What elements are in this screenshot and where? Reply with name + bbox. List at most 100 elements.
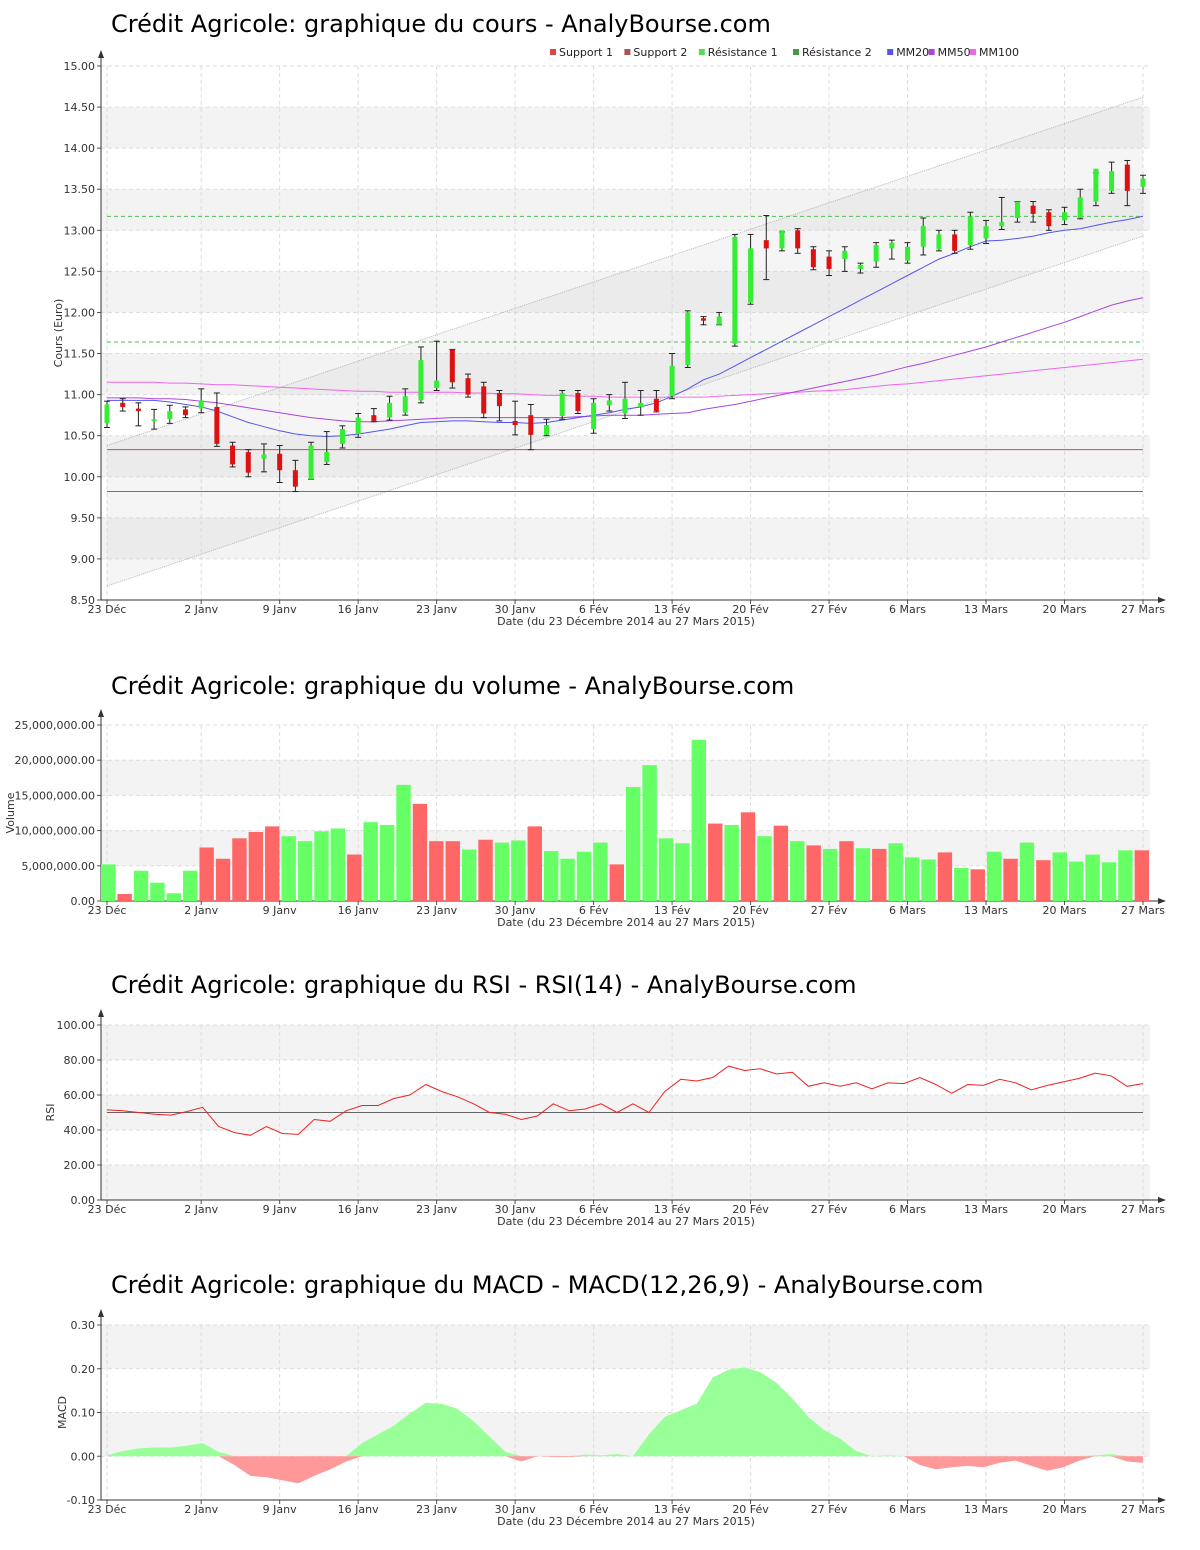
volume-bar <box>1068 861 1084 901</box>
volume-bar <box>658 838 674 901</box>
candle-body <box>167 411 173 420</box>
x-tick-label: 23 Janv <box>416 1203 457 1216</box>
x-tick-label: 20 Fév <box>732 904 769 917</box>
candle-body <box>826 256 832 269</box>
candle-body <box>716 316 722 325</box>
volume-bar <box>642 765 657 901</box>
volume-bar <box>1134 850 1149 901</box>
volume-bar <box>970 869 985 901</box>
volume-bar <box>1101 862 1117 901</box>
background-band <box>101 435 1150 477</box>
x-tick-label: 9 Janv <box>263 1203 297 1216</box>
legend-label: Résistance 2 <box>802 46 872 59</box>
volume-bar <box>429 841 444 901</box>
candle-body <box>842 250 848 260</box>
y-tick-label: 0.00 <box>71 1450 96 1463</box>
rsi-line <box>106 1065 1144 1136</box>
volume-bar <box>1085 854 1100 901</box>
candle-body <box>873 245 879 262</box>
volume-bar <box>494 842 510 901</box>
x-tick-label: 23 Déc <box>88 904 127 917</box>
y-axis-arrow <box>98 50 104 58</box>
x-tick-label: 6 Mars <box>889 1203 926 1216</box>
candle-body <box>889 242 895 249</box>
price-chart-title: Crédit Agricole: graphique du cours - An… <box>111 10 771 38</box>
y-tick-label: 9.00 <box>71 553 96 566</box>
y-tick-label: 40.00 <box>64 1124 96 1137</box>
candle-body <box>638 402 644 407</box>
x-tick-label: 27 Fév <box>811 904 848 917</box>
x-tick-label: 20 Mars <box>1043 603 1087 616</box>
x-tick-label: 20 Fév <box>732 1203 769 1216</box>
volume-bar <box>396 784 411 901</box>
volume-panel: Crédit Agricole: graphique du volume - A… <box>0 660 1200 940</box>
x-tick-label: 27 Fév <box>811 1203 848 1216</box>
x-axis-arrow <box>1158 1197 1166 1203</box>
y-axis-arrow <box>98 1309 104 1317</box>
y-tick-label: 13.50 <box>64 183 96 196</box>
x-tick-label: 13 Fév <box>654 904 691 917</box>
volume-bar <box>921 859 936 901</box>
volume-bar <box>822 848 838 901</box>
macd-chart-title: Crédit Agricole: graphique du MACD - MAC… <box>111 1271 984 1299</box>
background-band <box>101 189 1150 231</box>
y-tick-label: 100.00 <box>57 1019 96 1032</box>
volume-bar <box>708 823 723 901</box>
candle-body <box>810 249 816 268</box>
legend-label: MM20 <box>896 46 929 59</box>
x-axis-arrow <box>1158 1497 1166 1503</box>
legend-label: MM50 <box>938 46 971 59</box>
candle-body <box>1124 164 1130 191</box>
candle-body <box>261 454 267 459</box>
candle-body <box>496 392 502 407</box>
y-tick-label: 10.50 <box>64 430 96 443</box>
candle-body <box>967 216 973 246</box>
x-tick-label: 23 Déc <box>88 1503 127 1516</box>
x-axis-label: Date (du 23 Décembre 2014 au 27 Mars 201… <box>497 1515 755 1528</box>
candle-body <box>449 349 455 383</box>
y-tick-label: 12.00 <box>64 306 96 319</box>
x-tick-label: 16 Janv <box>338 603 379 616</box>
background-band <box>101 1412 1150 1457</box>
candle-body <box>920 226 926 247</box>
volume-bar <box>855 848 871 901</box>
candle-body <box>544 425 550 435</box>
candle-body <box>277 453 283 471</box>
macd-chart: -0.10 0.00 0.10 0.20 0.30 23 Déc 2 Janv 9 Janv 1… <box>56 1309 1166 1528</box>
candle-body <box>795 230 801 249</box>
background-band <box>101 760 1150 796</box>
x-tick-label: 6 Fév <box>579 1203 609 1216</box>
x-tick-label: 2 Janv <box>184 1203 218 1216</box>
x-axis-label: Date (du 23 Décembre 2014 au 27 Mars 201… <box>497 1215 755 1228</box>
x-axis-label: Date (du 23 Décembre 2014 au 27 Mars 201… <box>497 615 755 628</box>
volume-bar <box>297 841 313 901</box>
volume-bar <box>461 849 477 901</box>
background-band <box>101 271 1150 313</box>
x-tick-label: 13 Mars <box>964 1503 1008 1516</box>
volume-bar <box>543 851 559 901</box>
macd-panel: Crédit Agricole: graphique du MACD - MAC… <box>0 1260 1200 1550</box>
volume-bar <box>1118 850 1133 901</box>
x-tick-label: 6 Mars <box>889 904 926 917</box>
volume-bar <box>1036 860 1051 901</box>
volume-bar <box>215 858 231 901</box>
candle-body <box>763 240 769 249</box>
candle-body <box>418 360 424 401</box>
x-tick-label: 6 Mars <box>889 603 926 616</box>
x-tick-label: 30 Janv <box>495 1203 536 1216</box>
x-tick-label: 23 Janv <box>416 603 457 616</box>
candle-body <box>198 400 204 409</box>
volume-bar <box>560 858 575 901</box>
y-tick-label: 14.50 <box>64 101 96 114</box>
x-axis-label: Date (du 23 Décembre 2014 au 27 Mars 201… <box>497 916 755 929</box>
x-tick-label: 9 Janv <box>263 904 297 917</box>
candle-body <box>151 419 157 422</box>
candle-body <box>481 386 487 414</box>
candle-body <box>1062 212 1068 221</box>
x-tick-label: 23 Janv <box>416 1503 457 1516</box>
y-tick-label: 10,000,000.00 <box>15 825 95 838</box>
x-tick-label: 20 Mars <box>1043 1203 1087 1216</box>
x-tick-label: 20 Fév <box>732 603 769 616</box>
volume-bar <box>478 839 493 901</box>
x-tick-label: 13 Fév <box>654 1203 691 1216</box>
